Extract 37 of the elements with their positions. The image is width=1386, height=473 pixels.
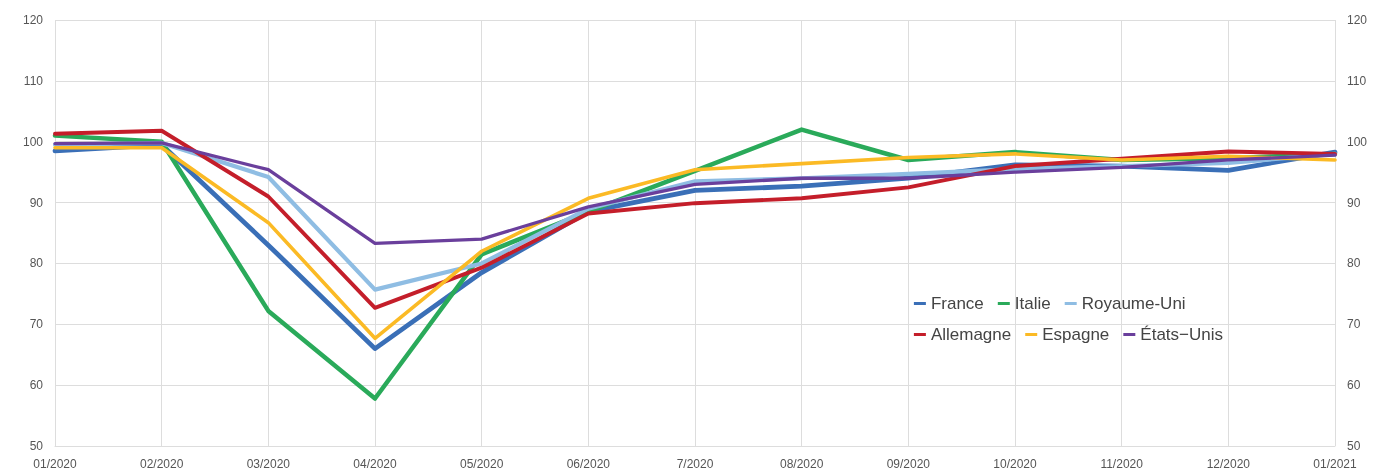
- y2-tick-label: 60: [1347, 378, 1361, 393]
- y2-tick-label: 120: [1347, 13, 1368, 27]
- legend-label: France: [930, 294, 984, 313]
- y2-tick-label: 100: [1347, 134, 1368, 149]
- y-tick-label: 100: [22, 134, 44, 149]
- x-tick-label: 05/2020: [459, 457, 504, 471]
- y-tick-label: 50: [29, 439, 44, 453]
- x-tick-label: 09/2020: [886, 457, 931, 471]
- x-tick-label: 11/2020: [1100, 457, 1144, 471]
- legend-label: Espagne: [1042, 325, 1110, 344]
- x-tick-label: 01/2020: [33, 457, 78, 471]
- x-tick-label: 03/2020: [246, 457, 291, 471]
- x-tick-label: 08/2020: [779, 457, 824, 471]
- x-tick-label: 01/2021: [1313, 457, 1358, 471]
- legend-label: Allemagne: [930, 325, 1012, 344]
- line-series: [53, 128, 1337, 310]
- x-tick-label: 7/2020: [676, 457, 714, 471]
- legend-label: Italie: [1014, 294, 1051, 313]
- x-tick-label: 06/2020: [566, 457, 611, 471]
- x-tick-label: 04/2020: [353, 457, 398, 471]
- y2-tick-label: 110: [1347, 73, 1367, 88]
- y2-tick-label: 70: [1347, 317, 1361, 332]
- legend-label: Royaume-Uni: [1081, 294, 1186, 313]
- y-tick-label: 80: [29, 256, 44, 271]
- y-tick-label: 60: [29, 378, 44, 393]
- x-tick-label: 10/2020: [993, 457, 1038, 471]
- legend-label: États−Unis: [1140, 325, 1224, 344]
- x-tick-label: 02/2020: [139, 457, 184, 471]
- y2-tick-label: 50: [1347, 439, 1361, 453]
- y-tick-label: 70: [29, 317, 44, 332]
- y-tick-label: 120: [22, 13, 44, 27]
- y-tick-label: 110: [23, 73, 44, 88]
- y2-tick-label: 90: [1347, 195, 1361, 210]
- y-tick-label: 90: [29, 195, 44, 210]
- x-tick-label: 12/2020: [1206, 457, 1251, 471]
- line-series: [53, 141, 1337, 245]
- y2-tick-label: 80: [1347, 256, 1361, 271]
